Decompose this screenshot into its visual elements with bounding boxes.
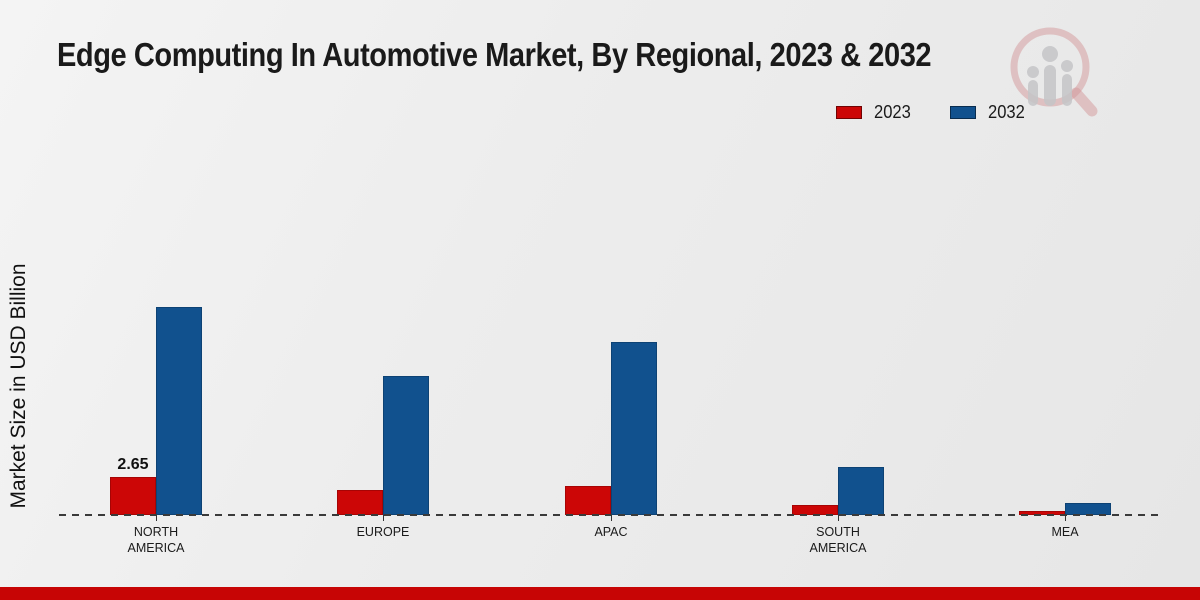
bar-2023-europe (337, 490, 383, 515)
bar-2032-europe (383, 376, 429, 515)
x-axis-tick-mea (1065, 515, 1066, 521)
bar-2032-south-america (838, 467, 884, 515)
bar-2032-apac (611, 342, 657, 515)
bar-2032-mea (1065, 503, 1111, 515)
y-axis-label: Market Size in USD Billion (7, 263, 30, 509)
legend-label-2023: 2023 (874, 102, 911, 122)
x-axis-category-label-south-america: SOUTH AMERICA (809, 525, 867, 556)
x-axis-tick-europe (383, 515, 384, 521)
bar-2023-apac (565, 486, 611, 515)
legend-swatch-2023 (836, 106, 862, 119)
x-axis-tick-apac (611, 515, 612, 521)
x-axis-category-label-europe: EUROPE (356, 525, 410, 539)
x-axis-category-label-apac: APAC (594, 525, 628, 539)
magnifier-logo-watermark-icon (1010, 27, 1098, 117)
legend-label-2032: 2032 (988, 102, 1025, 122)
legend-swatch-2032 (950, 106, 977, 119)
x-axis-tick-south-america (838, 515, 839, 521)
x-axis-category-label-mea: MEA (1051, 525, 1079, 539)
chart-title: Edge Computing In Automotive Market, By … (57, 36, 932, 73)
bar-2023-north-america (110, 477, 156, 515)
bar-2023-mea (1019, 511, 1065, 515)
x-axis-category-label-north-america: NORTH AMERICA (127, 525, 185, 556)
data-label-2023-north-america: 2.65 (117, 456, 149, 473)
bottom-accent-bar (0, 587, 1200, 600)
legend-item-2023: 2023 (836, 102, 914, 123)
legend: 2023 2032 (836, 102, 1028, 123)
x-axis-baseline (59, 514, 1160, 516)
legend-item-2032: 2032 (950, 102, 1028, 123)
x-axis-tick-north-america (156, 515, 157, 521)
bar-2023-south-america (792, 505, 838, 515)
bar-2032-north-america (156, 307, 202, 515)
